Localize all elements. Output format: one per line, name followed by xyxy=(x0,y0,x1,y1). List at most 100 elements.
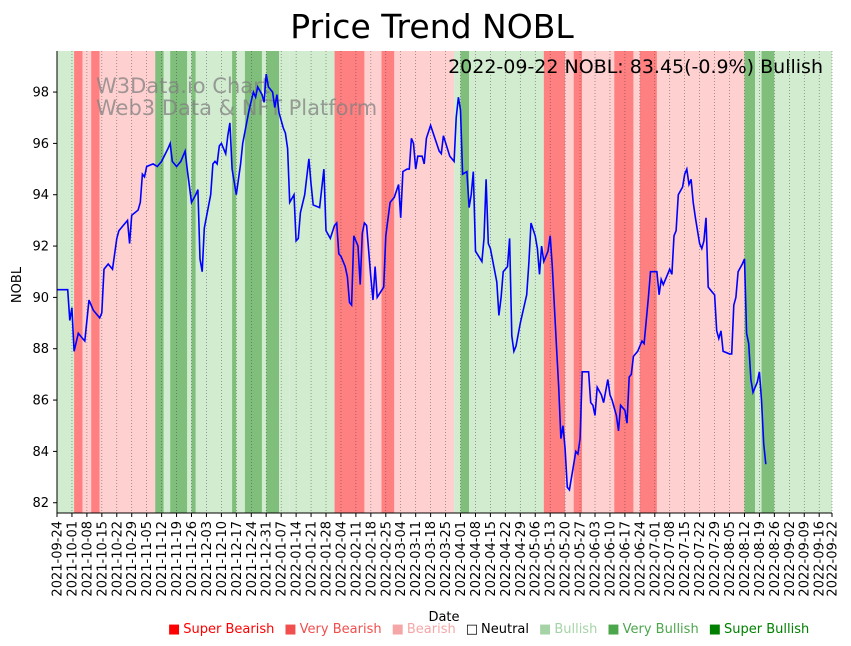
x-tick-label-28: 2022-04-08 xyxy=(469,521,484,597)
x-tick-label-41: 2022-07-08 xyxy=(663,521,678,597)
legend-label: Bullish xyxy=(554,621,598,637)
y-axis-label: NOBL xyxy=(10,266,25,303)
band-very_bullish-11 xyxy=(232,51,237,513)
band-bullish-8 xyxy=(187,51,192,513)
band-bearish-28 xyxy=(582,51,615,513)
y-tick-label-86: 86 xyxy=(32,394,49,409)
x-tick-label-45: 2022-08-05 xyxy=(723,521,738,597)
x-tick-label-50: 2022-09-09 xyxy=(798,521,813,597)
band-very_bullish-7 xyxy=(170,51,188,513)
sentiment-bands xyxy=(57,51,832,513)
band-bearish-30 xyxy=(633,51,640,513)
legend-item-neutral: □ Neutral xyxy=(466,620,529,638)
x-tick-label-22: 2022-02-25 xyxy=(379,521,394,597)
x-tick-label-27: 2022-04-01 xyxy=(454,521,469,597)
legend-item-super-bearish: ■ Super Bearish xyxy=(168,620,274,638)
x-tick-label-21: 2022-02-18 xyxy=(364,521,379,597)
band-bearish-21 xyxy=(394,51,455,513)
legend-label: Bearish xyxy=(406,621,456,637)
watermark-line1: W3Data.io Chart xyxy=(96,74,270,98)
legend-swatch: ■ xyxy=(708,621,721,637)
x-tick-label-11: 2021-12-10 xyxy=(215,521,230,597)
x-tick-label-1: 2021-10-01 xyxy=(65,521,80,597)
band-very_bearish-3 xyxy=(91,51,100,513)
x-tick-label-3: 2021-10-15 xyxy=(95,521,110,597)
legend-label: Super Bullish xyxy=(723,621,810,637)
legend-item-super-bullish: ■ Super Bullish xyxy=(709,620,810,638)
y-tick-label-88: 88 xyxy=(32,342,49,357)
x-tick-label-18: 2022-01-28 xyxy=(320,521,335,597)
x-tick-label-23: 2022-03-04 xyxy=(394,521,409,597)
band-very_bearish-25 xyxy=(543,51,566,513)
legend-label: Very Bearish xyxy=(299,621,382,637)
x-tick-label-32: 2022-05-06 xyxy=(529,521,544,597)
band-very_bearish-29 xyxy=(614,51,634,513)
band-bullish-6 xyxy=(163,51,171,513)
x-tick-label-35: 2022-05-27 xyxy=(574,521,589,597)
y-tick-label-92: 92 xyxy=(32,240,49,255)
x-tick-label-5: 2021-10-29 xyxy=(125,521,140,597)
latest-price-annotation: 2022-09-22 NOBL: 83.45(-0.9%) Bullish xyxy=(448,56,823,78)
y-tick-label-94: 94 xyxy=(32,188,49,203)
legend-item-bullish: ■ Bullish xyxy=(539,620,597,638)
x-tick-label-9: 2021-11-26 xyxy=(185,521,200,597)
x-tick-label-49: 2022-09-02 xyxy=(783,521,798,597)
legend-swatch: □ xyxy=(465,621,479,637)
y-tick-label-98: 98 xyxy=(32,86,49,101)
band-bullish-14 xyxy=(261,51,267,513)
y-tick-label-82: 82 xyxy=(32,496,49,511)
legend-swatch: ■ xyxy=(539,621,552,637)
band-bearish-32 xyxy=(656,51,745,513)
x-tick-label-8: 2021-11-19 xyxy=(170,521,185,597)
y-tick-label-84: 84 xyxy=(32,445,49,460)
band-very_bullish-9 xyxy=(191,51,196,513)
x-tick-label-0: 2021-09-24 xyxy=(51,521,66,597)
x-tick-label-6: 2021-11-05 xyxy=(140,521,155,597)
x-tick-label-7: 2021-11-12 xyxy=(155,521,170,597)
band-very_bearish-20 xyxy=(381,51,395,513)
legend-swatch: ■ xyxy=(284,621,297,637)
x-tick-label-19: 2022-02-04 xyxy=(335,521,350,597)
legend-swatch: ■ xyxy=(607,621,620,637)
legend-label: Very Bullish xyxy=(622,621,699,637)
x-tick-label-40: 2022-07-01 xyxy=(648,521,663,597)
watermark-line2: Web3 Data & NFT Platform xyxy=(96,96,377,120)
x-tick-label-36: 2022-06-03 xyxy=(589,521,604,597)
x-tick-label-39: 2022-06-24 xyxy=(633,521,648,597)
band-very_bullish-35 xyxy=(761,51,775,513)
legend-swatch: ■ xyxy=(391,621,404,637)
band-very_bearish-31 xyxy=(639,51,657,513)
x-tick-label-38: 2022-06-17 xyxy=(618,521,633,597)
axes xyxy=(56,51,832,514)
legend-label: Neutral xyxy=(481,621,530,637)
band-bullish-17 xyxy=(289,51,335,513)
x-tick-label-48: 2022-08-26 xyxy=(768,521,783,597)
band-bullish-24 xyxy=(469,51,544,513)
y-tick-label-96: 96 xyxy=(32,137,49,152)
x-tick-label-34: 2022-05-20 xyxy=(559,521,574,597)
x-tick-label-31: 2022-04-29 xyxy=(514,521,529,597)
x-tick-label-47: 2022-08-19 xyxy=(753,521,768,597)
band-bullish-36 xyxy=(774,51,832,513)
band-bearish-26 xyxy=(565,51,574,513)
band-bearish-4 xyxy=(99,51,156,513)
band-very_bullish-13 xyxy=(244,51,262,513)
x-axis-label: Date xyxy=(428,610,459,625)
band-bullish-22 xyxy=(454,51,461,513)
x-axis-ticks: 2021-09-24 2021-10-01 2021-10-08 2021-10-15… xyxy=(51,513,841,597)
band-bullish-10 xyxy=(195,51,233,513)
x-tick-label-44: 2022-07-29 xyxy=(708,521,723,597)
x-tick-label-17: 2022-01-21 xyxy=(305,521,320,597)
band-very_bullish-33 xyxy=(744,51,756,513)
band-very_bullish-15 xyxy=(266,51,280,513)
x-tick-label-37: 2022-06-10 xyxy=(604,521,619,597)
x-tick-label-46: 2022-08-12 xyxy=(738,521,753,597)
band-bearish-19 xyxy=(364,51,382,513)
x-tick-label-12: 2021-12-17 xyxy=(230,521,245,597)
legend-item-very-bullish: ■ Very Bullish xyxy=(607,620,698,638)
x-tick-label-30: 2022-04-22 xyxy=(499,521,514,597)
x-tick-label-10: 2021-12-03 xyxy=(200,521,215,597)
x-tick-label-52: 2022-09-22 xyxy=(826,521,841,597)
x-tick-label-42: 2022-07-15 xyxy=(678,521,693,597)
x-tick-label-2: 2021-10-08 xyxy=(80,521,95,597)
